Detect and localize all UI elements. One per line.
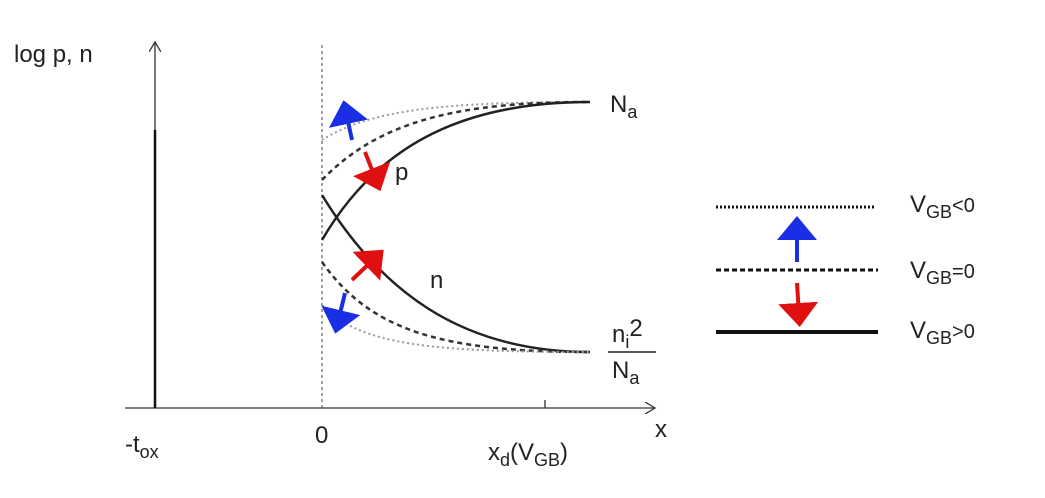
- oxide-label: -tox: [125, 431, 159, 462]
- y-axis-label: log p, n: [14, 41, 93, 68]
- arrow-red: [352, 151, 391, 192]
- text: N: [612, 357, 629, 384]
- n-curve-zero: [320, 261, 591, 354]
- legend-label: VGB>0: [910, 317, 975, 348]
- text: N: [610, 91, 627, 118]
- subscript: GB: [926, 268, 952, 288]
- p-curve-zero: [321, 100, 591, 181]
- text: V: [910, 317, 926, 344]
- text: x: [488, 439, 500, 466]
- text: <0: [952, 195, 975, 217]
- subscript: GB: [926, 202, 952, 222]
- text: (V: [510, 439, 534, 466]
- depletion-label: xd(VGB): [488, 439, 568, 470]
- p-curve-positive: [320, 100, 591, 241]
- subscript: d: [500, 450, 510, 470]
- subscript: a: [629, 368, 640, 388]
- subscript: a: [627, 102, 638, 122]
- n-curve-positive: [320, 194, 591, 354]
- arrow-blue: [321, 292, 361, 334]
- legend-label: VGB<0: [910, 191, 975, 222]
- text: V: [910, 257, 926, 284]
- legend-label: VGB=0: [910, 257, 975, 288]
- minority-denominator: Na: [612, 357, 640, 388]
- arrow-red: [350, 249, 384, 282]
- arrow-blue: [328, 100, 369, 141]
- text: ): [560, 439, 568, 466]
- text: -t: [125, 431, 140, 458]
- text: n: [612, 321, 625, 348]
- subscript: GB: [926, 328, 952, 348]
- text: =0: [952, 261, 975, 283]
- n-curve-negative: [321, 304, 591, 353]
- p-label: p: [395, 159, 408, 186]
- x-axis-label: x: [655, 416, 667, 443]
- subscript: GB: [534, 450, 560, 470]
- subscript: ox: [140, 442, 159, 462]
- n-label: n: [430, 267, 443, 294]
- origin-label: 0: [315, 422, 328, 449]
- text: >0: [952, 321, 975, 343]
- p-curve-negative: [321, 101, 591, 141]
- superscript: 2: [629, 315, 642, 342]
- minority-numerator: ni2: [612, 315, 643, 352]
- majority-level-label: Na: [610, 91, 638, 122]
- subscript: i: [625, 332, 629, 352]
- text: V: [910, 191, 926, 218]
- arrow-red: [778, 282, 819, 327]
